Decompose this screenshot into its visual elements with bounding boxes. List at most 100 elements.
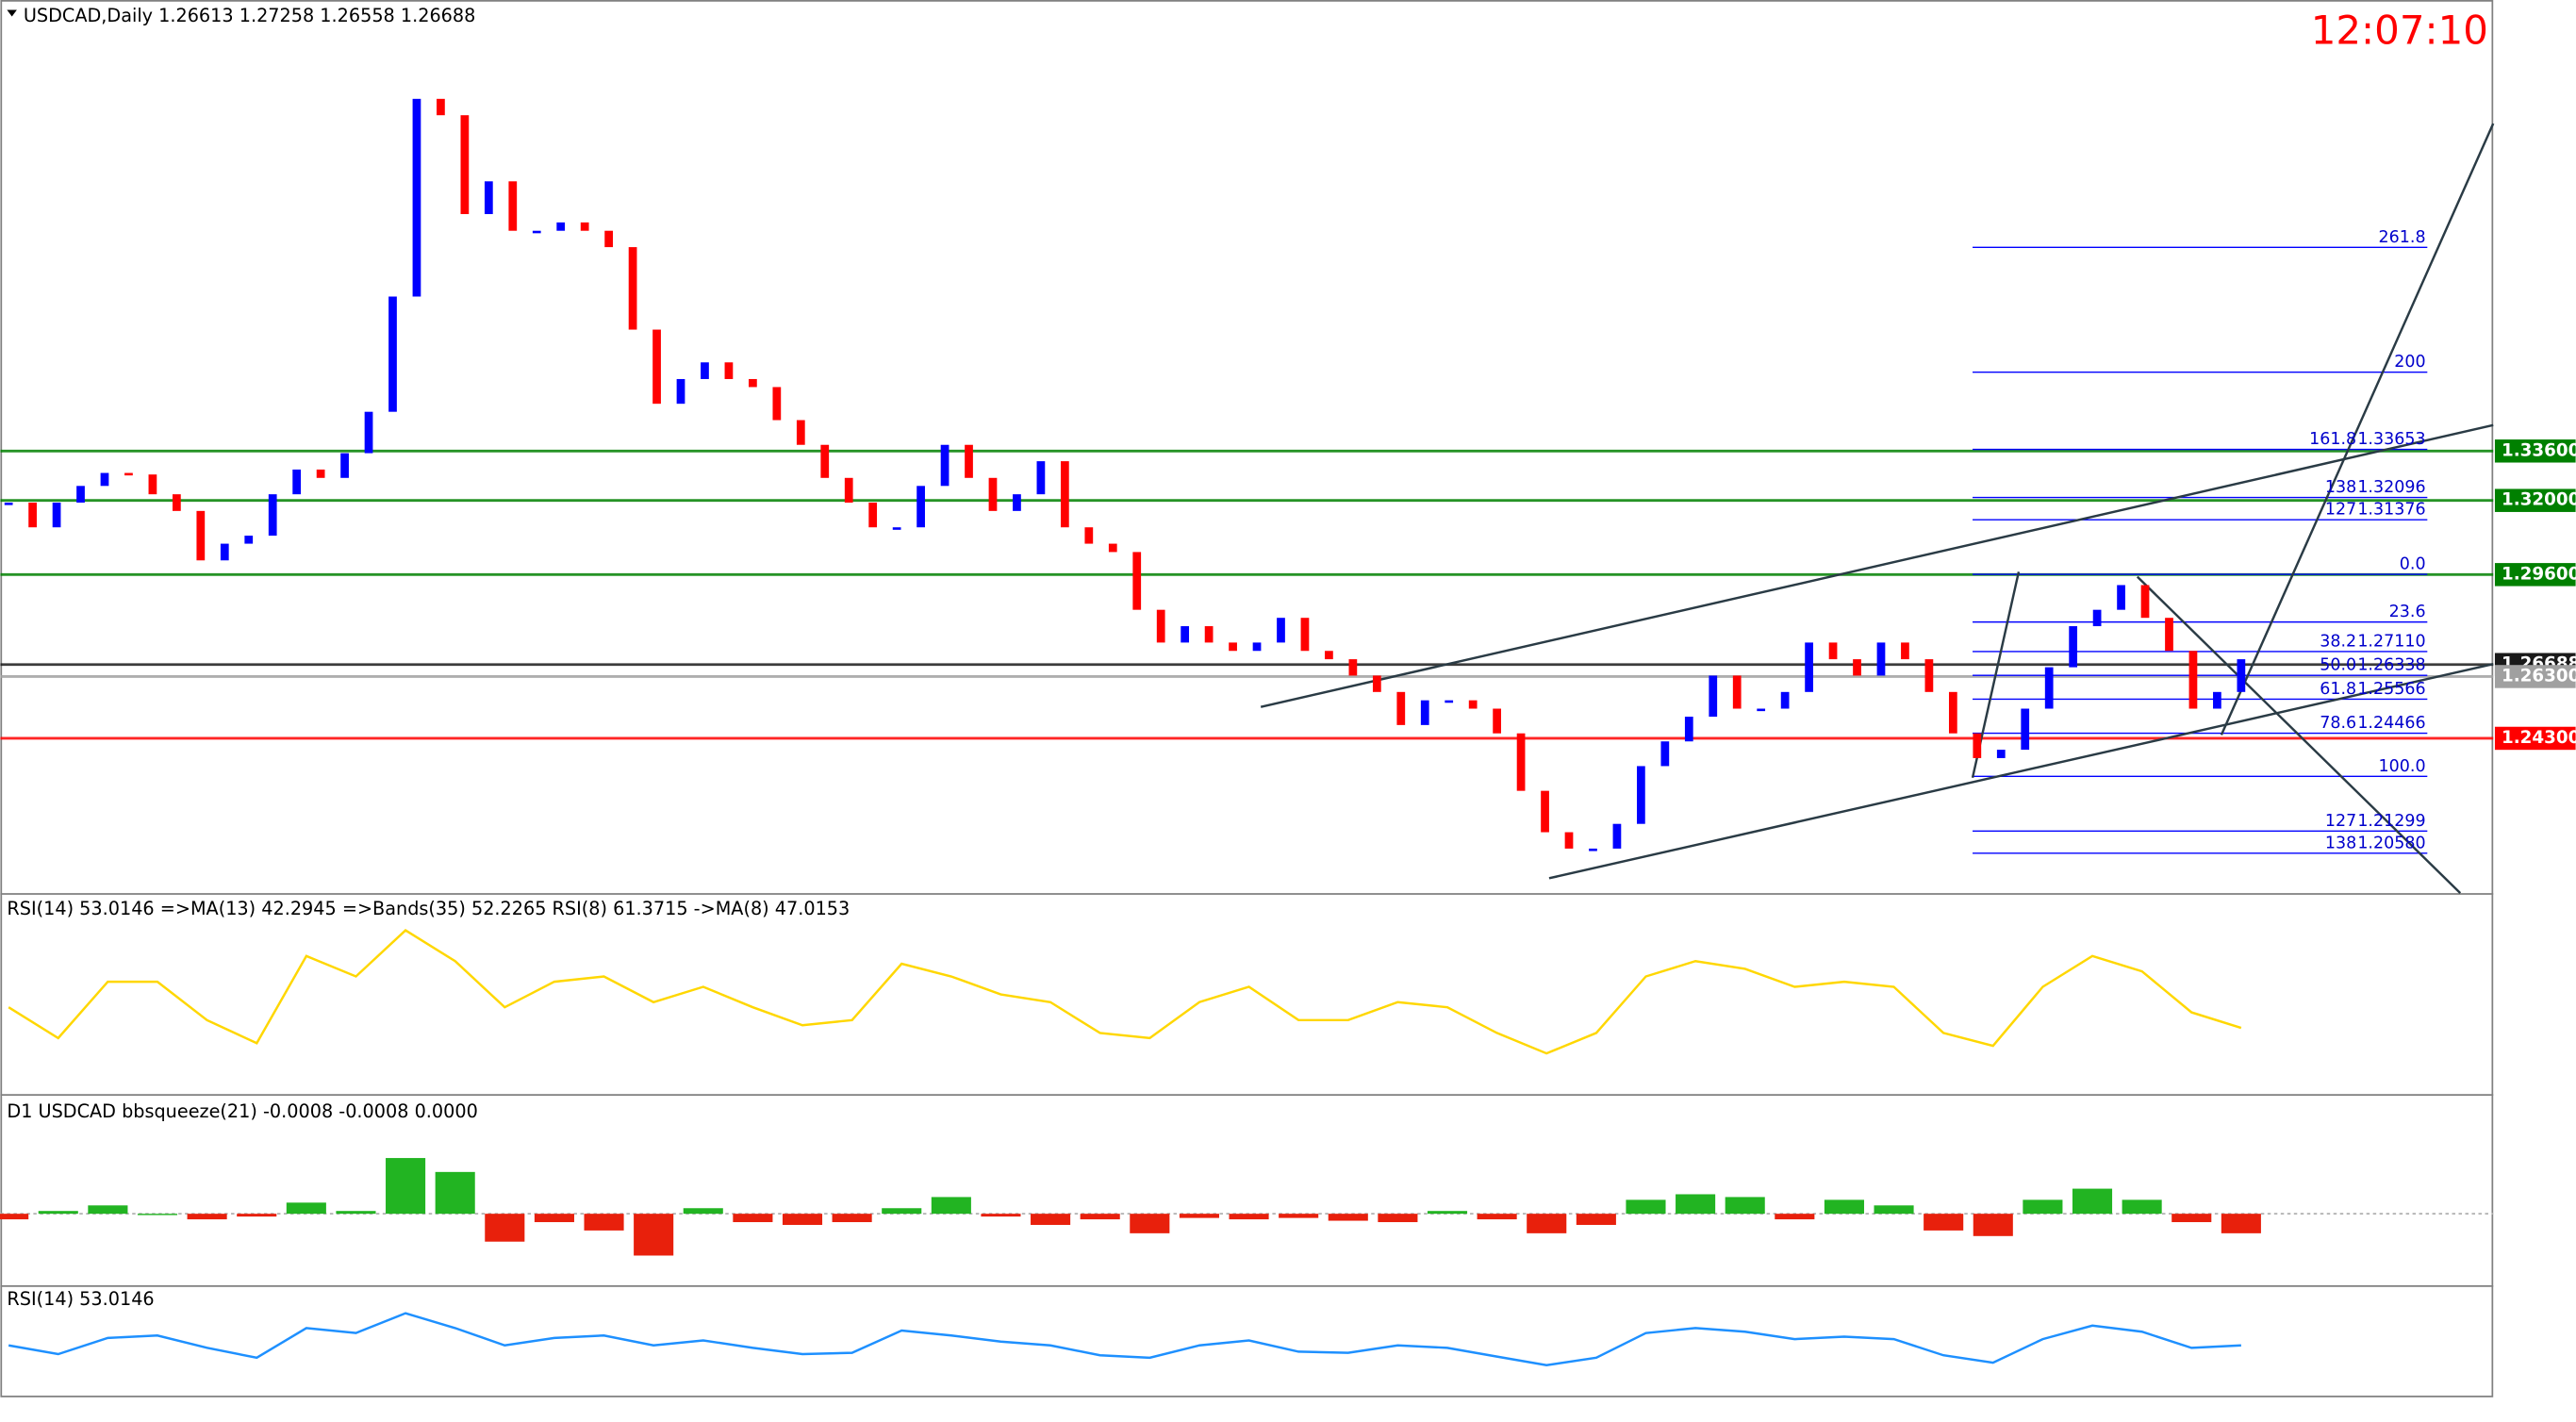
price-bar bbox=[965, 444, 973, 478]
price-bar bbox=[1516, 733, 1526, 791]
squeeze-bar bbox=[1775, 1214, 1815, 1220]
squeeze-bar bbox=[1676, 1194, 1716, 1215]
squeeze-bar bbox=[1527, 1214, 1567, 1233]
squeeze-bar bbox=[1279, 1214, 1319, 1218]
price-bar bbox=[1108, 543, 1117, 553]
price-bar bbox=[1589, 848, 1597, 852]
levels-layer: 1.336001.320001.296001.266881.263001.243… bbox=[0, 246, 2576, 1215]
squeeze-bar bbox=[1378, 1214, 1418, 1223]
price-bar bbox=[2188, 651, 2198, 709]
price-bar bbox=[1493, 708, 1501, 734]
squeeze-bar bbox=[2072, 1188, 2113, 1215]
price-bar bbox=[1420, 700, 1429, 725]
fib-level-label: 50.0 bbox=[2320, 656, 2356, 675]
price-bar bbox=[1564, 832, 1574, 849]
price-bar bbox=[1348, 659, 1358, 676]
price-bar bbox=[388, 296, 397, 412]
squeeze-bar bbox=[981, 1214, 1021, 1217]
channel-lower bbox=[1548, 663, 2494, 880]
squeeze-bar bbox=[1477, 1214, 1517, 1220]
fib-level-label: 200 bbox=[2394, 353, 2425, 372]
fib-level-label: 100.0 bbox=[2379, 757, 2426, 776]
plot-frame bbox=[0, 0, 2494, 1397]
price-bar bbox=[1684, 717, 1693, 742]
squeeze-bar bbox=[336, 1211, 376, 1215]
frame bbox=[0, 0, 2494, 1397]
squeeze-bar bbox=[386, 1158, 426, 1215]
price-bar bbox=[292, 469, 302, 495]
price-bar bbox=[2044, 667, 2054, 709]
price-bar bbox=[1732, 675, 1742, 709]
price-bar bbox=[1709, 675, 1718, 718]
squeeze-bar bbox=[584, 1214, 624, 1231]
price-bar bbox=[580, 222, 589, 231]
level-price-box bbox=[2494, 665, 2576, 688]
text-layer: USDCAD,Daily 1.26613 1.27258 1.26558 1.2… bbox=[7, 5, 2488, 1310]
squeeze-bar bbox=[1824, 1199, 1864, 1215]
squeeze-bar bbox=[683, 1208, 723, 1215]
fib-price-label: 1.32096 bbox=[2357, 478, 2425, 497]
fib-price-label: 1.20580 bbox=[2357, 834, 2425, 852]
price-bar bbox=[1013, 494, 1021, 511]
price-bar bbox=[2237, 659, 2246, 692]
price-bar bbox=[676, 378, 685, 405]
price-bar bbox=[1901, 642, 1909, 660]
price-bar bbox=[1132, 552, 1142, 610]
squeeze-bar bbox=[1874, 1205, 1914, 1215]
price-bar bbox=[556, 222, 566, 231]
fib-level-label: 138 bbox=[2325, 834, 2356, 852]
price-bar bbox=[2092, 609, 2102, 627]
squeeze-bar bbox=[1328, 1214, 1368, 1221]
price-bar bbox=[364, 411, 373, 454]
price-bar bbox=[1252, 642, 1262, 652]
price-bar bbox=[2140, 585, 2150, 619]
price-bar bbox=[460, 115, 470, 215]
squeeze-bar bbox=[137, 1214, 178, 1215]
price-bar bbox=[437, 98, 445, 116]
indicator-line bbox=[8, 1312, 2241, 1366]
level-price-box bbox=[2494, 488, 2576, 512]
price-bar bbox=[1036, 461, 1046, 495]
squeeze-bar bbox=[1973, 1214, 2013, 1236]
fib-level-label: 127 bbox=[2325, 812, 2356, 831]
price-bar bbox=[1637, 766, 1645, 824]
indicator-line bbox=[8, 929, 2242, 1055]
price-bar bbox=[1973, 733, 1982, 758]
price-bar bbox=[1181, 626, 1190, 643]
squeeze-bar bbox=[1725, 1197, 1765, 1215]
fib-price-label: 1.25566 bbox=[2357, 680, 2425, 699]
price-bar bbox=[1805, 642, 1813, 692]
squeeze-bar bbox=[187, 1214, 227, 1220]
marks-layer bbox=[0, 98, 2261, 1366]
fib-price-label: 1.26338 bbox=[2357, 656, 2425, 675]
price-bar bbox=[844, 477, 853, 504]
level-price-label: 1.33600 bbox=[2502, 440, 2576, 460]
price-bar bbox=[701, 362, 709, 379]
price-bar bbox=[1372, 675, 1381, 692]
squeeze-bar bbox=[2023, 1199, 2063, 1215]
price-bar bbox=[652, 329, 661, 405]
price-bar bbox=[1156, 609, 1165, 643]
price-bar bbox=[28, 503, 37, 528]
price-bar bbox=[1229, 642, 1237, 652]
price-bar bbox=[892, 527, 901, 530]
price-bar bbox=[1204, 626, 1214, 643]
squeeze-bar bbox=[435, 1171, 475, 1215]
price-bar bbox=[1660, 741, 1670, 767]
price-bar bbox=[196, 510, 206, 561]
level-price-box bbox=[2494, 563, 2576, 587]
price-bar bbox=[4, 503, 13, 505]
level-price-label: 1.32000 bbox=[2502, 490, 2576, 510]
price-bar bbox=[2117, 585, 2125, 610]
level-price-box bbox=[2494, 439, 2576, 463]
price-bar bbox=[172, 494, 181, 511]
price-bar bbox=[868, 503, 878, 528]
price-bar bbox=[604, 230, 614, 248]
squeeze-bar bbox=[0, 1214, 29, 1220]
squeeze-bar bbox=[2221, 1214, 2261, 1233]
price-bar bbox=[484, 181, 493, 215]
price-bar bbox=[1828, 642, 1838, 660]
fib-level-label: 61.8 bbox=[2320, 680, 2356, 699]
price-bar bbox=[52, 503, 61, 528]
